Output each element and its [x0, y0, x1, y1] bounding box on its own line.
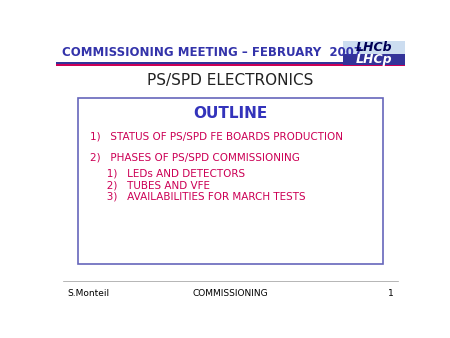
Bar	[56, 62, 405, 65]
Bar	[56, 65, 405, 66]
Text: 1)   LEDs AND DETECTORS: 1) LEDs AND DETECTORS	[97, 169, 245, 179]
Text: LHCb: LHCb	[356, 41, 392, 54]
Text: OUTLINE: OUTLINE	[194, 106, 268, 121]
Text: 3)   AVAILABILITIES FOR MARCH TESTS: 3) AVAILABILITIES FOR MARCH TESTS	[97, 192, 305, 202]
Bar	[343, 41, 405, 54]
Text: COMMISSIONING MEETING – FEBRUARY  2007: COMMISSIONING MEETING – FEBRUARY 2007	[63, 46, 362, 58]
Text: COMMISSIONING: COMMISSIONING	[193, 289, 269, 298]
Bar	[78, 98, 383, 264]
Text: 2)   TUBES AND VFE: 2) TUBES AND VFE	[97, 180, 210, 190]
Text: PS/SPD ELECTRONICS: PS/SPD ELECTRONICS	[148, 73, 314, 88]
Text: 1)   STATUS OF PS/SPD FE BOARDS PRODUCTION: 1) STATUS OF PS/SPD FE BOARDS PRODUCTION	[90, 132, 343, 142]
Text: LHCp: LHCp	[356, 53, 392, 66]
Text: 1: 1	[387, 289, 393, 298]
Bar	[343, 54, 405, 65]
Text: S.Monteil: S.Monteil	[68, 289, 110, 298]
Text: 2)   PHASES OF PS/SPD COMMISSIONING: 2) PHASES OF PS/SPD COMMISSIONING	[90, 152, 300, 163]
Bar	[56, 41, 405, 64]
